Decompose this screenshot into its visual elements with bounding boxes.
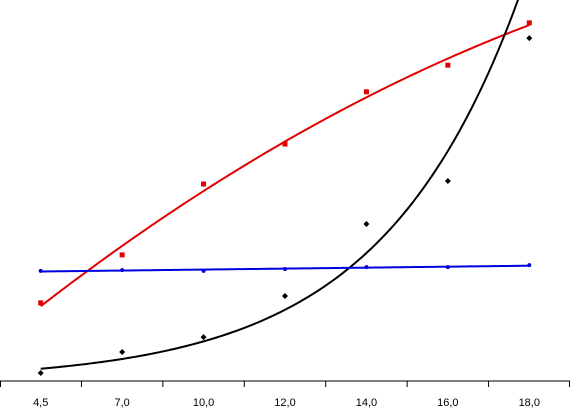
marker xyxy=(445,62,451,68)
x-tick-label: 4,5 xyxy=(33,397,48,409)
x-tick-label: 16,0 xyxy=(437,397,458,409)
marker xyxy=(445,265,450,270)
x-tick-label: 12,0 xyxy=(274,397,295,409)
marker xyxy=(38,300,44,306)
marker xyxy=(201,268,206,273)
marker xyxy=(201,181,207,187)
marker xyxy=(444,177,451,184)
marker xyxy=(526,20,532,26)
marker xyxy=(283,266,287,271)
x-tick-label: 10,0 xyxy=(193,397,214,409)
trend-line xyxy=(40,24,530,307)
marker xyxy=(363,221,370,228)
marker xyxy=(119,349,126,356)
marker xyxy=(119,252,125,258)
marker xyxy=(364,265,369,270)
trend-line xyxy=(40,0,520,370)
marker xyxy=(37,369,44,376)
marker xyxy=(120,268,125,273)
marker xyxy=(363,89,369,95)
marker xyxy=(282,293,288,300)
marker xyxy=(526,35,533,42)
marker xyxy=(38,268,43,273)
marker xyxy=(200,334,207,341)
x-tick-label: 18,0 xyxy=(519,397,540,409)
x-tick-label: 14,0 xyxy=(356,397,377,409)
marker xyxy=(527,263,532,268)
x-tick-label: 7,0 xyxy=(114,397,129,409)
marker xyxy=(282,141,288,147)
